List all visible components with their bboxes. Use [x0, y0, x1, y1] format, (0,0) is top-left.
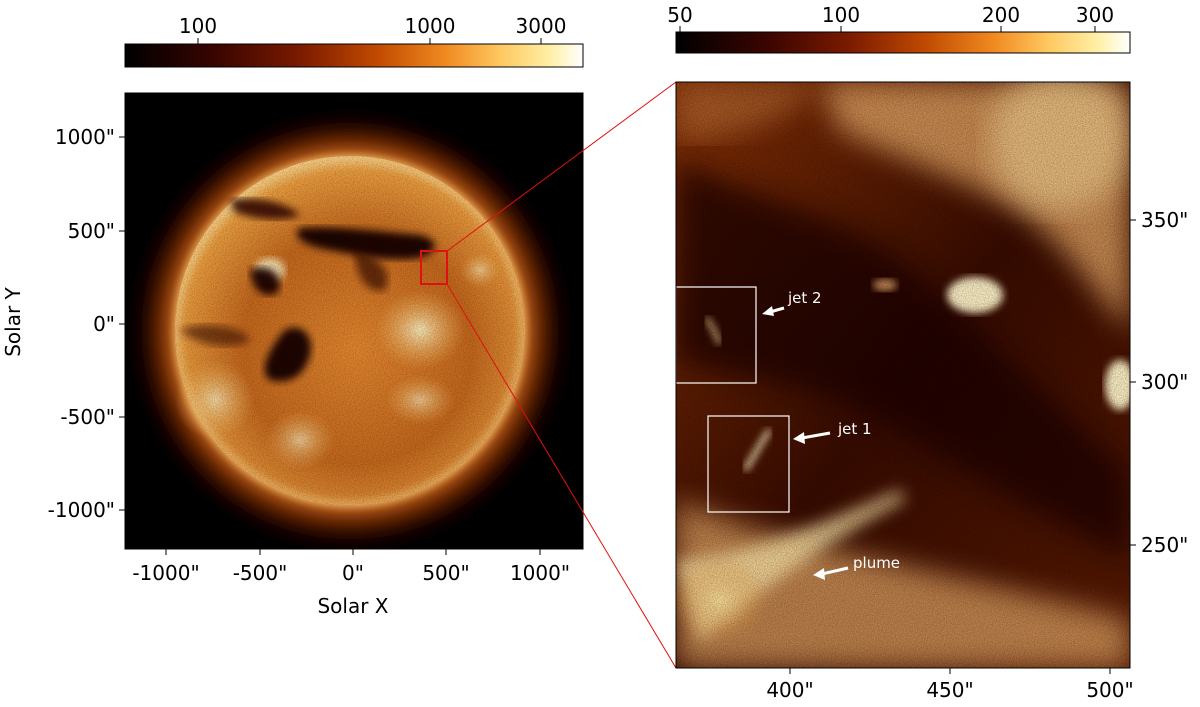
left-colorbar-tick-1000: 1000 [405, 14, 456, 38]
zoom-connector-top [446, 81, 677, 252]
right-colorbar-tick-100: 100 [822, 3, 860, 27]
jet-1-label: jet 1 [837, 420, 872, 438]
annotation-arrows [762, 306, 849, 580]
right-colorbar: 50 100 200 300 [667, 3, 1131, 54]
left-y-tick-1: 1000" [55, 125, 115, 149]
left-y-tick-2: 500" [68, 219, 115, 243]
right-colorbar-tick-50: 50 [667, 3, 692, 27]
left-colorbar: 100 1000 3000 [124, 14, 584, 68]
right-axis-ticks [789, 219, 1136, 674]
right-image-frame [675, 81, 1131, 669]
left-x-tick-3: 0" [342, 561, 364, 585]
right-x-tick-1: 400" [766, 678, 813, 702]
right-y-tick-1: 350" [1141, 208, 1188, 232]
right-y-tick-2: 300" [1141, 370, 1188, 394]
plume-label: plume [853, 554, 900, 572]
full-disk-image [125, 93, 583, 549]
right-x-tick-3: 500" [1086, 678, 1133, 702]
left-image-frame [124, 92, 584, 550]
zoom-region-box [420, 250, 448, 285]
jet-2-box [676, 286, 757, 384]
left-x-tick-2: -500" [233, 561, 288, 585]
jet-1-box [707, 415, 790, 513]
left-colorbar-tick-3000: 3000 [516, 14, 567, 38]
left-x-tick-1: -1000" [132, 561, 199, 585]
zoomed-image: jet 2 jet 1 plume [676, 82, 1130, 668]
left-y-tick-4: -500" [60, 405, 115, 429]
left-x-axis-label: Solar X [317, 594, 388, 618]
jet-2-label: jet 2 [787, 289, 822, 307]
right-colorbar-tick-200: 200 [982, 3, 1020, 27]
right-colorbar-gradient [675, 31, 1131, 54]
left-x-tick-5: 1000" [510, 561, 570, 585]
left-colorbar-gradient [124, 43, 584, 68]
left-axis-ticks [119, 93, 583, 555]
right-y-tick-3: 250" [1141, 533, 1188, 557]
left-y-tick-3: 0" [93, 312, 115, 336]
zoom-connector-bottom [446, 283, 677, 669]
left-y-tick-5: -1000" [48, 498, 115, 522]
left-x-tick-4: 500" [422, 561, 469, 585]
right-x-tick-2: 450" [926, 678, 973, 702]
left-y-axis-label: Solar Y [1, 286, 25, 356]
left-colorbar-tick-100: 100 [179, 14, 217, 38]
right-colorbar-tick-300: 300 [1076, 3, 1114, 27]
